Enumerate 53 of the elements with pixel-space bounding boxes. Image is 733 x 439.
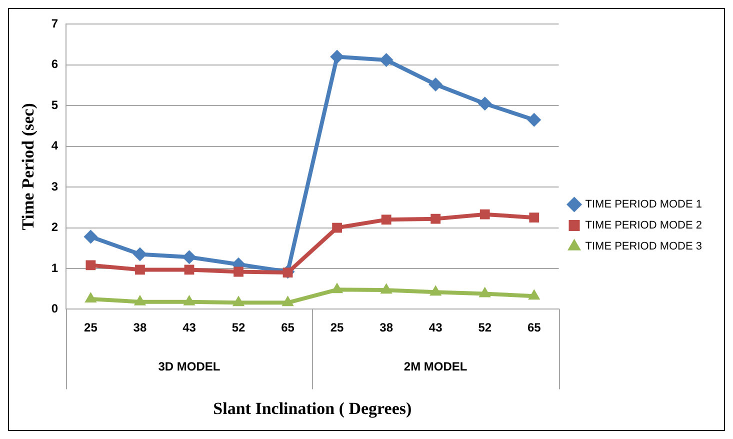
point: [232, 296, 245, 306]
point: [332, 222, 342, 233]
x-tick-label: 43: [182, 320, 196, 335]
x-tick-label: 52: [478, 320, 492, 335]
point: [330, 282, 344, 294]
x-tick-label: 25: [330, 320, 344, 335]
point: [430, 214, 441, 224]
x-axis-title: Slant Inclination ( Degrees): [213, 399, 412, 418]
point: [381, 214, 392, 225]
legend-label: TIME PERIOD MODE 3: [585, 240, 702, 253]
x-tick-label: 38: [133, 320, 147, 335]
point: [528, 289, 540, 300]
point: [132, 247, 147, 262]
point: [134, 294, 146, 306]
point: [379, 53, 394, 68]
point: [478, 286, 491, 298]
point: [380, 283, 392, 294]
point: [478, 96, 492, 111]
x-tick-label: 65: [527, 320, 542, 335]
y-tick-label: 0: [51, 302, 58, 316]
y-tick-label: 7: [51, 16, 58, 31]
point: [86, 260, 96, 270]
legend-label: TIME PERIOD MODE 2: [585, 220, 702, 232]
point: [184, 264, 194, 275]
point: [330, 50, 344, 64]
point: [135, 264, 145, 275]
point: [430, 285, 442, 296]
y-tick-label: 3: [51, 179, 58, 194]
point: [480, 209, 490, 220]
y-tick-label: 4: [51, 138, 58, 153]
y-tick-label: 5: [51, 98, 58, 112]
point: [182, 250, 196, 264]
point: [183, 294, 196, 306]
point: [529, 212, 540, 223]
point: [84, 230, 98, 244]
point: [234, 266, 244, 277]
y-tick-label: 6: [51, 57, 58, 72]
text: 2M MODEL: [404, 360, 468, 374]
point: [282, 296, 294, 306]
point: [84, 292, 97, 303]
x-tick-label: 25: [84, 320, 98, 335]
legend-label: TIME PERIOD MODE 1: [585, 198, 702, 211]
x-tick-label: 38: [380, 320, 394, 335]
text: 3D MODEL: [158, 360, 220, 374]
point: [527, 112, 542, 127]
y-tick-label: 1: [51, 260, 58, 275]
x-tick-label: 65: [281, 320, 295, 335]
point: [428, 77, 443, 92]
y-tick-label: 2: [51, 220, 58, 234]
x-tick-label: 43: [428, 320, 443, 335]
y-axis-title: Time Period (sec): [18, 103, 38, 230]
point: [282, 268, 293, 278]
x-tick-label: 52: [232, 320, 246, 335]
